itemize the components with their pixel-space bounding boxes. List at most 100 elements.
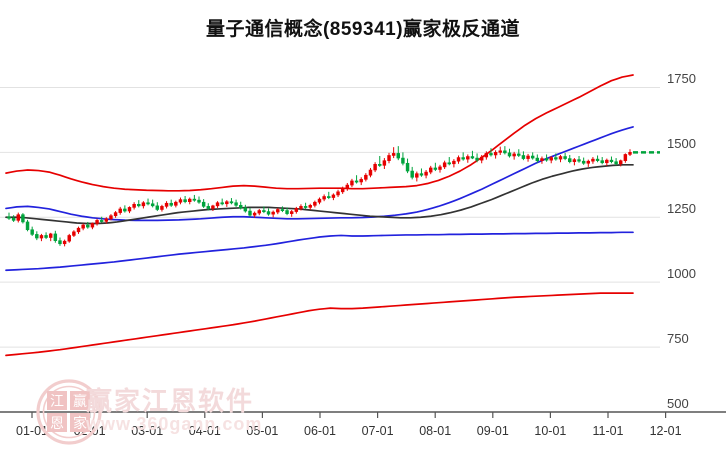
candle-body xyxy=(178,199,183,203)
candle-body xyxy=(225,201,229,205)
candle-body xyxy=(150,203,155,207)
candle-body xyxy=(308,205,312,208)
candle-body xyxy=(35,234,39,239)
seal-char-3: 家 xyxy=(73,415,87,432)
candle-body xyxy=(95,220,99,224)
candle-body xyxy=(146,202,150,205)
candle-body xyxy=(248,210,252,216)
candle-body xyxy=(113,212,118,217)
candle-body xyxy=(11,218,16,221)
candle-body xyxy=(280,209,285,211)
candle-body xyxy=(540,158,544,161)
candle-body xyxy=(7,216,11,219)
candle-body xyxy=(183,199,187,202)
candle-body xyxy=(294,208,299,212)
candle-body xyxy=(609,159,614,163)
candle-body xyxy=(104,218,109,222)
candle-body xyxy=(479,156,484,161)
candle-body xyxy=(30,229,34,235)
candle-body xyxy=(243,207,248,212)
x-axis-tick-label: 12-01 xyxy=(649,424,682,438)
candle-body xyxy=(48,233,53,238)
candle-body xyxy=(303,206,308,208)
candle-body xyxy=(220,202,224,205)
candle-body xyxy=(373,164,377,171)
candle-body xyxy=(605,159,609,164)
candle-body xyxy=(90,223,95,228)
candle-body xyxy=(289,211,294,214)
seal-char-2: 恩 xyxy=(50,416,64,432)
candle-body xyxy=(169,202,173,206)
candle-body xyxy=(493,152,498,156)
x-axis-tick-label: 06-01 xyxy=(304,424,336,438)
x-axis-tick-label: 04-01 xyxy=(188,424,221,438)
candle-body xyxy=(572,159,577,163)
candle-body xyxy=(25,221,30,231)
candle-body xyxy=(271,211,275,215)
candle-body xyxy=(498,150,502,153)
candle-body xyxy=(81,224,85,229)
series-line-3 xyxy=(5,292,634,357)
x-axis-tick-label: 01-01 xyxy=(16,424,48,438)
candle-body xyxy=(581,160,586,164)
candle-body xyxy=(317,198,322,203)
candle-body xyxy=(340,188,345,193)
y-axis-tick-label: 1000 xyxy=(667,266,696,282)
watermark-url: www.360gann.com xyxy=(86,414,263,434)
candle-body xyxy=(461,157,465,160)
candle-body xyxy=(442,162,447,168)
candle-body xyxy=(201,201,206,207)
candle-body xyxy=(229,201,234,204)
candle-body xyxy=(563,156,567,159)
y-axis-tick-label: 750 xyxy=(667,331,689,347)
candle-body xyxy=(558,156,563,160)
candle-body xyxy=(39,235,44,239)
series-line-4 xyxy=(5,163,634,225)
candle-body xyxy=(285,210,289,214)
candle-body xyxy=(452,160,456,165)
candle-body xyxy=(234,202,238,206)
candle-body xyxy=(415,173,419,178)
candle-body xyxy=(72,231,76,236)
candle-body xyxy=(438,166,442,170)
candle-body xyxy=(266,211,271,215)
candle-body xyxy=(345,184,350,190)
watermark-brand: 赢家江恩软件 xyxy=(86,386,255,416)
candle-body xyxy=(86,224,90,228)
candle-body xyxy=(211,205,215,209)
candle-body xyxy=(428,167,433,173)
candle-body xyxy=(466,156,470,160)
candle-body xyxy=(368,169,373,176)
x-axis-tick-label: 03-01 xyxy=(131,424,164,438)
candle-body xyxy=(299,206,303,209)
candle-body xyxy=(489,153,493,156)
candle-body xyxy=(419,173,424,176)
candle-body xyxy=(586,160,591,164)
candle-body xyxy=(544,158,549,161)
candle-body xyxy=(507,152,512,157)
candle-body xyxy=(76,227,81,233)
y-axis-tick-label: 1250 xyxy=(667,201,696,217)
seal-char-1: 赢 xyxy=(73,393,87,410)
candle-body xyxy=(206,206,211,209)
candle-body xyxy=(336,191,340,196)
candle-body xyxy=(591,158,595,162)
series-line-2 xyxy=(5,231,634,272)
candle-body xyxy=(331,194,336,198)
y-axis-tick-label: 500 xyxy=(667,396,689,411)
candle-body xyxy=(322,196,326,200)
candle-body xyxy=(433,167,438,170)
candle-body xyxy=(327,196,331,199)
brand-seal-icon: 江 赢 恩 家 xyxy=(36,379,102,445)
series-line-0 xyxy=(5,74,634,192)
candle-body xyxy=(174,201,178,206)
candle-body xyxy=(447,162,451,165)
candle-body xyxy=(313,201,317,206)
candle-body xyxy=(619,160,623,165)
candle-body xyxy=(568,158,572,163)
candle-body xyxy=(137,203,141,207)
candle-body xyxy=(109,215,113,220)
